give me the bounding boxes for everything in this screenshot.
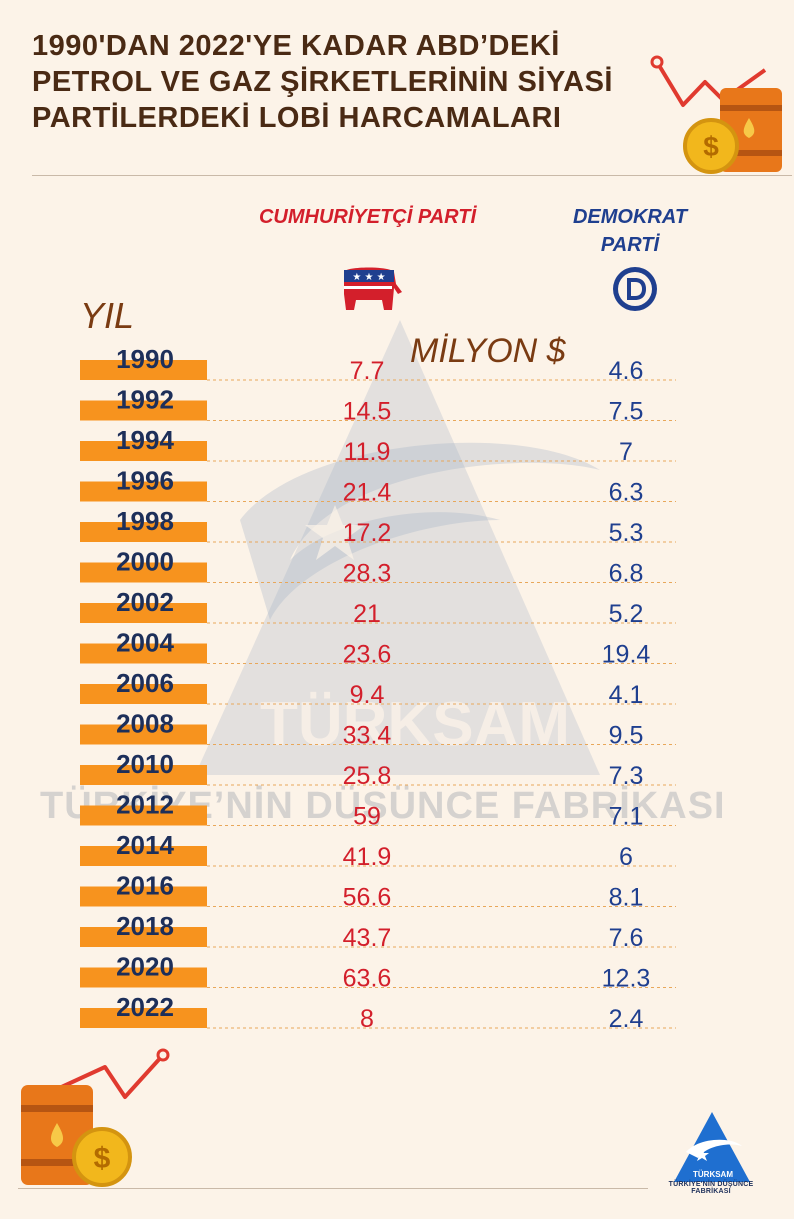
democrat-value: 7.6 — [609, 924, 644, 952]
year-label: 2004 — [116, 628, 174, 658]
republican-value: 7.7 — [350, 357, 385, 385]
svg-text:★ ★ ★: ★ ★ ★ — [352, 272, 385, 283]
republican-value: 14.5 — [343, 398, 392, 426]
footer-logo-caption: TÜRKİYE'NİN DÜŞÜNCE FABRİKASI — [668, 1181, 754, 1195]
year-bar — [80, 886, 207, 907]
republican-value: 33.4 — [343, 722, 392, 750]
year-label: 2008 — [116, 709, 174, 739]
year-bar — [80, 765, 207, 785]
democrat-value: 19.4 — [602, 641, 651, 669]
unit-label: MİLYON $ — [410, 332, 566, 370]
democrat-value: 6.3 — [609, 479, 644, 507]
dollar-coin-icon: $ — [683, 118, 739, 174]
republican-value: 11.9 — [344, 438, 391, 466]
year-label: 2022 — [116, 992, 174, 1022]
year-label: 1996 — [116, 466, 174, 496]
year-bar — [80, 481, 207, 502]
republican-value: 41.9 — [343, 843, 392, 871]
year-bar — [80, 643, 207, 664]
year-bar — [80, 805, 207, 826]
year-label: 2002 — [116, 587, 174, 617]
trend-line-icon — [54, 1048, 170, 1099]
republican-value: 43.7 — [343, 924, 392, 952]
democrat-value: 4.1 — [609, 681, 644, 709]
year-bar — [80, 724, 207, 745]
democrat-d-icon — [613, 267, 657, 311]
democrat-value: 6.8 — [609, 560, 644, 588]
top-illustration: $ — [650, 55, 782, 174]
year-bar — [80, 684, 207, 704]
democrat-header: DEMOKRAT PARTİ — [572, 206, 688, 256]
democrat-value: 7.5 — [609, 398, 644, 426]
republican-value: 21 — [353, 600, 381, 628]
year-bar — [80, 441, 207, 461]
republican-value: 8 — [360, 1005, 374, 1033]
republican-header: CUMHURİYETÇİ PARTİ — [258, 206, 477, 228]
year-bar — [80, 603, 207, 623]
year-label: 2000 — [116, 547, 174, 577]
republican-value: 23.6 — [343, 641, 392, 669]
footer-divider — [18, 1188, 648, 1189]
svg-text:$: $ — [94, 1142, 111, 1175]
title-divider — [32, 175, 792, 176]
year-bar — [80, 1008, 207, 1028]
republican-value: 59 — [353, 803, 381, 831]
democrat-value: 8.1 — [609, 884, 644, 912]
year-label: 1994 — [116, 425, 174, 455]
year-label: 2006 — [116, 668, 174, 698]
republican-value: 17.2 — [343, 519, 392, 547]
bottom-illustration: $ — [21, 1048, 170, 1187]
year-label: 2020 — [116, 952, 174, 982]
year-label: 2016 — [116, 871, 174, 901]
democrat-value: 7.1 — [609, 803, 644, 831]
year-bar — [80, 967, 207, 988]
year-column-label: YIL — [80, 295, 135, 336]
year-bar — [80, 846, 207, 866]
republican-value: 28.3 — [343, 560, 392, 588]
year-bar — [80, 360, 207, 380]
page-title: 1990'DAN 2022'YE KADAR ABD’DEKİ PETROL V… — [32, 30, 613, 134]
democrat-value: 5.3 — [609, 519, 644, 547]
year-label: 1998 — [116, 506, 174, 536]
democrat-value: 6 — [619, 843, 633, 871]
year-bar — [80, 400, 207, 421]
republican-value: 63.6 — [343, 965, 392, 993]
republican-value: 25.8 — [343, 762, 392, 790]
year-bar — [80, 522, 207, 542]
democrat-value: 4.6 — [609, 357, 644, 385]
dollar-coin-icon: $ — [72, 1127, 132, 1187]
year-label: 2014 — [116, 830, 174, 860]
democrat-value: 7.3 — [609, 762, 644, 790]
year-label: 2012 — [116, 790, 174, 820]
democrat-value: 12.3 — [602, 965, 651, 993]
democrat-value: 2.4 — [609, 1005, 644, 1033]
republican-value: 9.4 — [350, 681, 385, 709]
turksam-logo — [674, 1112, 750, 1182]
year-bar — [80, 927, 207, 947]
svg-text:$: $ — [703, 131, 719, 162]
democrat-value: 9.5 — [609, 722, 644, 750]
year-label: 1992 — [116, 385, 174, 415]
year-label: 2018 — [116, 911, 174, 941]
republican-value: 21.4 — [343, 479, 392, 507]
year-bar — [80, 562, 207, 583]
republican-elephant-icon: ★ ★ ★ — [344, 267, 402, 310]
year-label: 2010 — [116, 749, 174, 779]
republican-value: 56.6 — [343, 884, 392, 912]
year-label: 1990 — [116, 344, 174, 374]
footer-logo-brand: TÜRKSAM — [693, 1170, 733, 1179]
democrat-value: 5.2 — [609, 600, 644, 628]
democrat-value: 7 — [619, 438, 633, 466]
